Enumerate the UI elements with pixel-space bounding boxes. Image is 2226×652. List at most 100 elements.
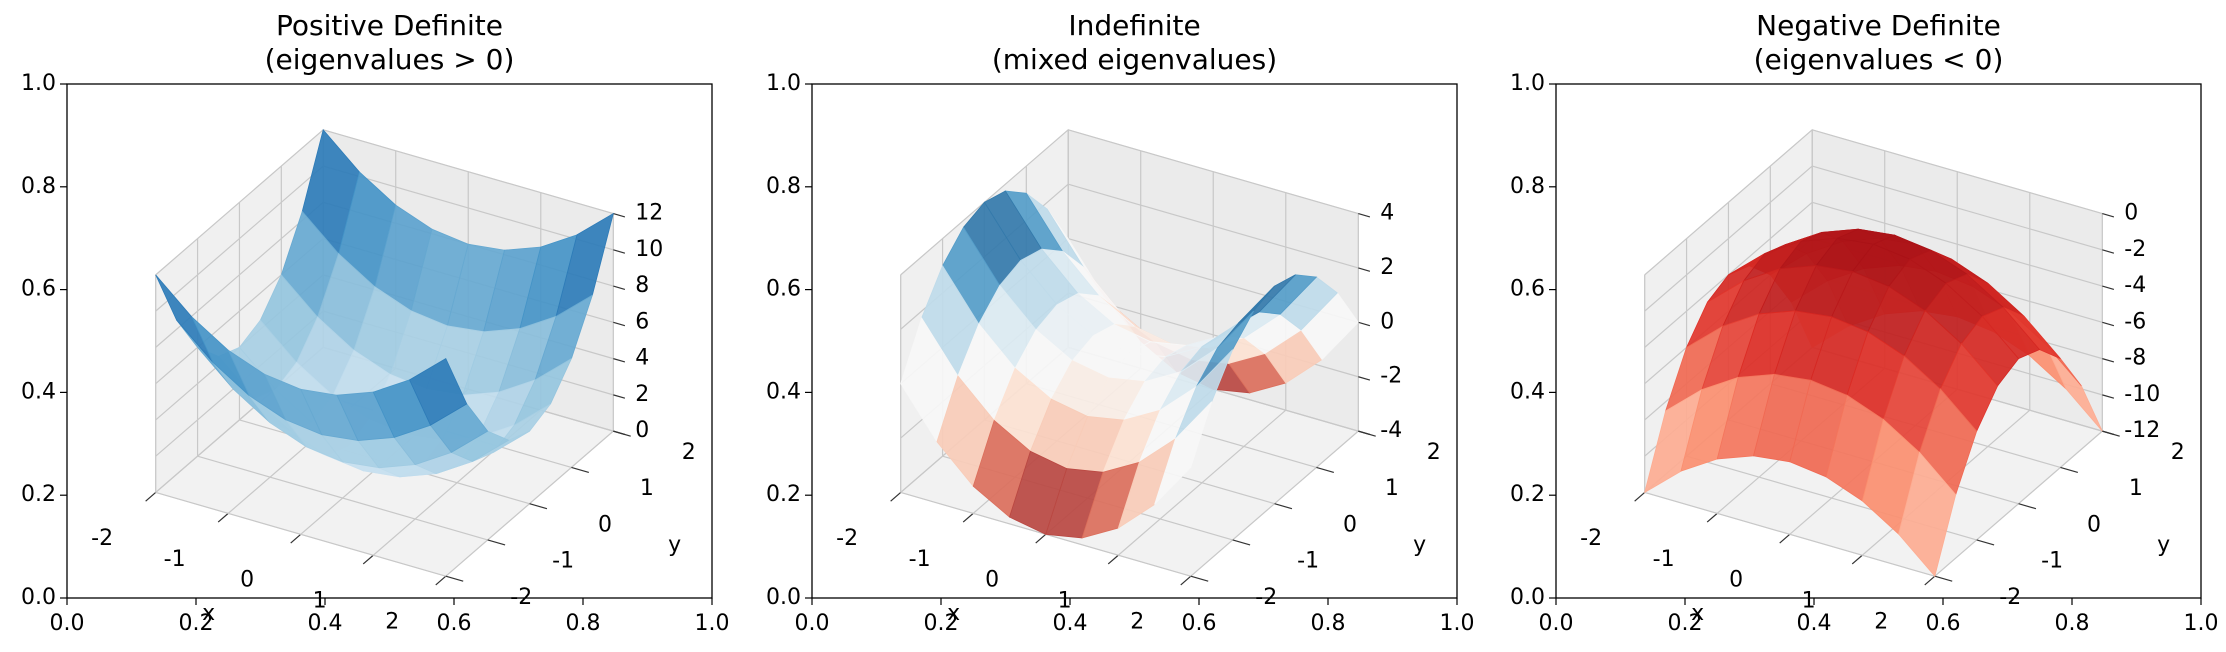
frame-x-tick-label: 0.4 (1797, 611, 1832, 636)
frame-x-tick-label: 0.2 (924, 611, 959, 636)
frame-y-tick-label: 0.6 (766, 277, 801, 302)
tick-mark (1107, 554, 1119, 565)
chart-title: Negative Definite (1756, 9, 2001, 42)
frame-x-tick-label: 1.0 (1440, 611, 1475, 636)
z-tick-label: -8 (2124, 346, 2146, 371)
frame-y-tick-label: 0.8 (1510, 174, 1545, 199)
tick-mark (1634, 491, 1646, 502)
grid-line (1812, 201, 2103, 287)
grid-line (155, 491, 446, 577)
frame-x-tick-label: 0.4 (308, 611, 343, 636)
y-tick-label: -2 (1999, 585, 2021, 610)
y-tick-label: -1 (2041, 549, 2063, 574)
y-tick-label: 1 (2129, 476, 2143, 501)
surface-patch (1154, 401, 1213, 505)
grid-line (155, 129, 324, 276)
panel: 0.0 0.2 0.4 0.6 0.8 1.0 0.0 0.2 0.4 0.6 0.8 1.0 Nega… (1510, 9, 2219, 636)
chart-subtitle: (mixed eigenvalues) (992, 43, 1277, 76)
grid-line (323, 165, 614, 251)
y-tick-label: 0 (1343, 512, 1357, 537)
tick-mark (890, 491, 902, 502)
frame-y-tick-label: 0.4 (1510, 379, 1545, 404)
grid-line (155, 165, 324, 312)
panel: 0.0 0.2 0.4 0.6 0.8 1.0 0.0 0.2 0.4 0.6 0.8 1.0 Posi… (21, 9, 730, 636)
y-tick-label: 2 (1427, 440, 1441, 465)
z-tick-label: -10 (2124, 382, 2160, 407)
x-tick-label: 0 (985, 568, 999, 593)
frame-x-tick-label: 0.8 (2055, 611, 2090, 636)
x-tick-label: -1 (909, 547, 931, 572)
tick-mark (1180, 575, 1192, 586)
frame-x-tick-label: 0.8 (566, 611, 601, 636)
z-tick-label: 0 (1380, 309, 1394, 334)
tick-mark (1358, 430, 1371, 436)
tick-mark (487, 539, 506, 546)
x-axis-label: x (947, 601, 960, 626)
y-axis-label: y (668, 533, 681, 558)
tick-mark (1976, 539, 1995, 546)
tick-mark (1035, 533, 1047, 544)
frame-y-tick-label: 1.0 (1510, 71, 1545, 96)
frame-x-tick-label: 0.0 (795, 611, 830, 636)
frame-y-tick-label: 0.6 (1510, 277, 1545, 302)
z-tick-label: 8 (635, 273, 649, 298)
tick-mark (1934, 575, 1953, 582)
x-tick-label: -2 (836, 526, 858, 551)
frame-x-tick-label: 0.6 (437, 611, 472, 636)
frame-x-tick-label: 0.6 (1182, 611, 1217, 636)
x-axis-label: x (1691, 601, 1704, 626)
tick-mark (1274, 503, 1293, 510)
tick-mark (1358, 212, 1371, 218)
tick-mark (613, 321, 626, 327)
tick-mark (613, 430, 626, 436)
y-tick-label: 0 (598, 512, 612, 537)
tick-mark (362, 554, 374, 565)
grid-line (1812, 129, 2103, 215)
chart-subtitle: (eigenvalues > 0) (265, 43, 515, 76)
frame-y-tick-label: 0.6 (21, 277, 56, 302)
y-tick-label: 1 (1385, 476, 1399, 501)
frame-y-tick-label: 0.0 (766, 585, 801, 610)
x-tick-label: -2 (1580, 526, 1602, 551)
frame-x-tick-label: 0.0 (1539, 611, 1574, 636)
z-tick-label: 2 (635, 382, 649, 407)
tick-mark (1779, 533, 1791, 544)
z-tick-label: -6 (2124, 309, 2146, 334)
tick-mark (1924, 575, 1936, 586)
frame-x-tick-label: 0.2 (1668, 611, 1703, 636)
z-tick-label: -12 (2124, 418, 2160, 443)
x-tick-label: -2 (91, 526, 113, 551)
tick-mark (2060, 466, 2079, 474)
z-tick-label: 4 (635, 346, 649, 371)
tick-mark (290, 533, 302, 544)
grid-line (1644, 491, 1935, 577)
tick-mark (1316, 466, 1335, 474)
grid-line (323, 129, 614, 215)
tick-mark (217, 512, 229, 523)
y-tick-label: -1 (1297, 549, 1319, 574)
chart-title: Indefinite (1068, 9, 1200, 42)
z-tick-label: 2 (1380, 255, 1394, 280)
tick-mark (1190, 575, 1209, 582)
tick-mark (2102, 430, 2115, 436)
frame-y-tick-label: 0.4 (21, 379, 56, 404)
tick-mark (2102, 358, 2115, 363)
z-tick-label: 10 (635, 237, 663, 262)
tick-mark (962, 512, 974, 523)
frame-x-tick-label: 0.2 (179, 611, 214, 636)
z-tick-label: -2 (1380, 364, 1402, 389)
x-tick-label: 1 (313, 589, 327, 614)
x-tick-label: 1 (1802, 589, 1816, 614)
frame-y-tick-label: 1.0 (21, 71, 56, 96)
z-tick-label: 0 (2124, 201, 2138, 226)
tick-mark (2102, 212, 2115, 218)
frame-x-tick-label: 0.6 (1926, 611, 1961, 636)
frame-x-tick-label: 0.8 (1311, 611, 1346, 636)
y-tick-label: 1 (640, 476, 654, 501)
x-tick-label: -1 (164, 547, 186, 572)
tick-mark (2102, 394, 2115, 399)
x-axis-label: x (202, 601, 215, 626)
z-tick-label: 4 (1380, 201, 1394, 226)
y-tick-label: 2 (682, 440, 696, 465)
